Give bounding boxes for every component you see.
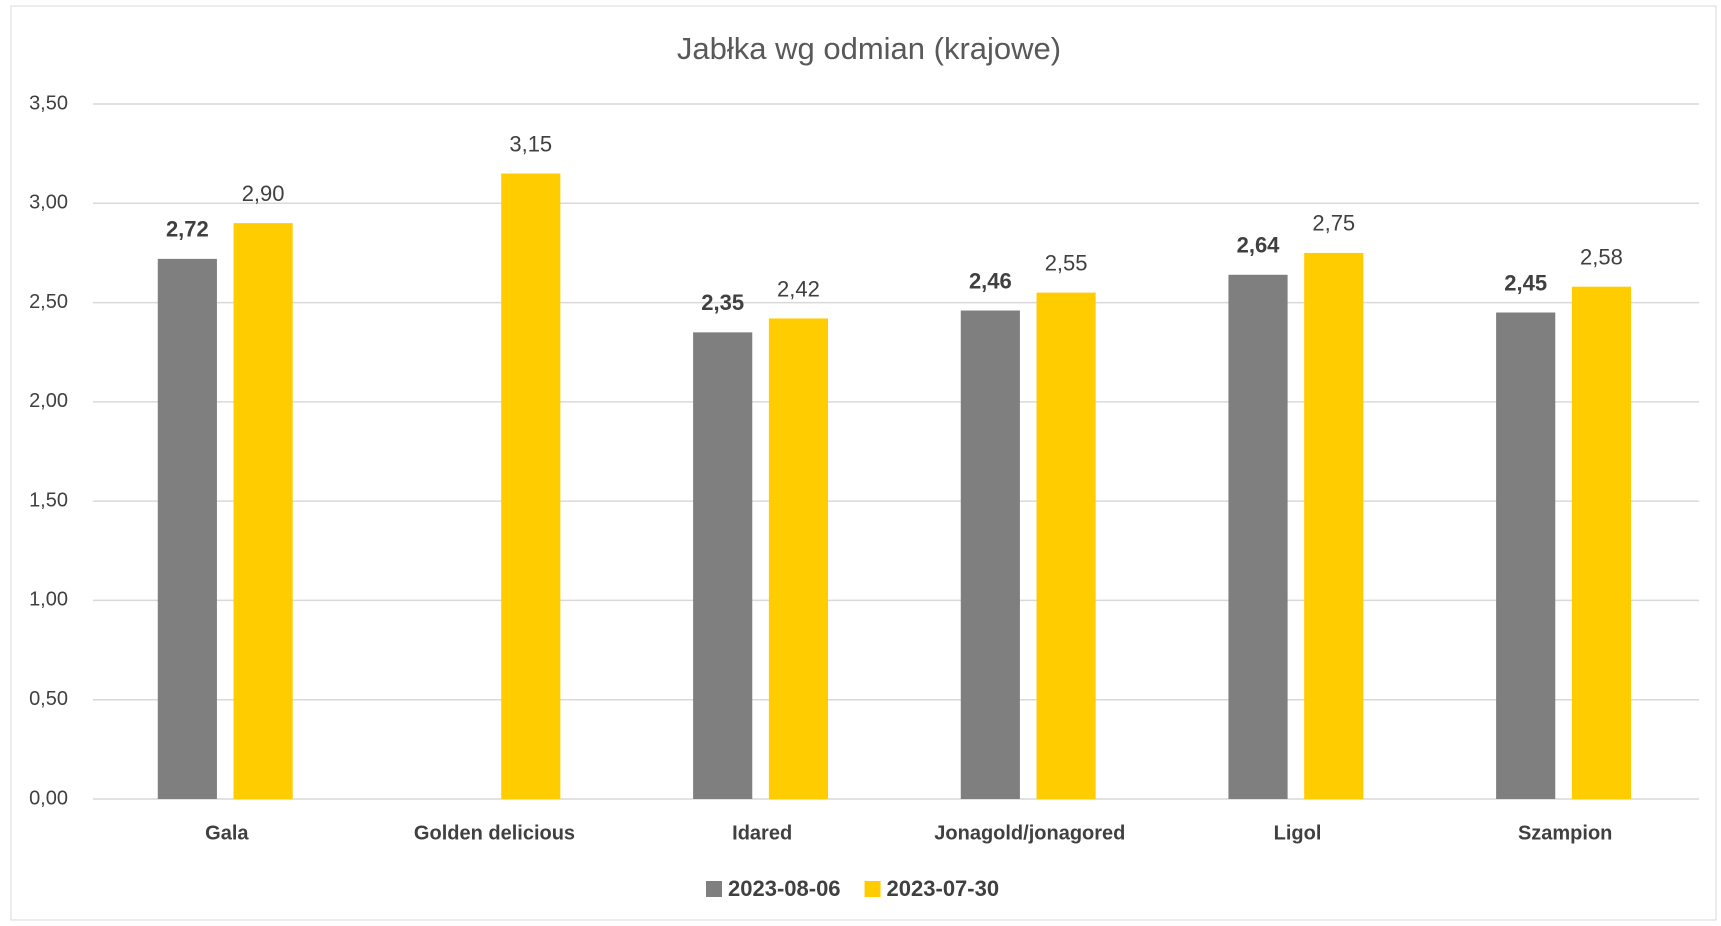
y-tick-label: 2,00 xyxy=(29,390,68,412)
data-label: 2,55 xyxy=(1045,250,1088,275)
legend-swatch[interactable] xyxy=(706,881,722,897)
x-tick-label: Gala xyxy=(205,822,249,844)
data-label: 2,46 xyxy=(969,268,1012,293)
data-label: 2,75 xyxy=(1312,211,1355,236)
data-label: 2,42 xyxy=(777,276,820,301)
bar xyxy=(768,318,829,799)
bar xyxy=(1304,252,1364,799)
y-tick-label: 0,00 xyxy=(29,787,68,809)
legend-swatch[interactable] xyxy=(864,881,881,897)
x-tick-label: Golden delicious xyxy=(414,822,575,844)
data-label: 2,45 xyxy=(1504,270,1547,295)
y-tick-label: 2,50 xyxy=(29,291,68,313)
y-tick-label: 3,00 xyxy=(29,192,68,214)
bar xyxy=(1228,274,1288,799)
x-tick-label: Jonagold/jonagored xyxy=(934,822,1125,844)
y-tick-label: 1,00 xyxy=(29,589,68,611)
chart-title: Jabłka wg odmian (krajowe) xyxy=(677,31,1061,66)
y-tick-label: 0,50 xyxy=(29,688,68,710)
x-tick-label: Idared xyxy=(732,822,792,844)
legend-label[interactable]: 2023-07-30 xyxy=(887,876,1000,901)
data-label: 2,58 xyxy=(1580,244,1623,269)
bar xyxy=(501,173,561,799)
bar xyxy=(1496,312,1556,799)
bar xyxy=(1036,292,1096,799)
y-tick-label: 1,50 xyxy=(29,489,68,511)
bar xyxy=(1571,286,1632,800)
bar xyxy=(693,332,753,799)
data-label: 2,90 xyxy=(242,181,285,206)
x-tick-label: Ligol xyxy=(1274,822,1322,844)
data-label: 2,64 xyxy=(1237,233,1281,258)
data-label: 2,35 xyxy=(701,290,744,315)
x-tick-label: Szampion xyxy=(1518,822,1612,844)
y-tick-label: 3,50 xyxy=(29,92,68,114)
data-label: 3,15 xyxy=(509,131,552,156)
legend-label[interactable]: 2023-08-06 xyxy=(728,876,841,901)
bar xyxy=(157,258,217,799)
bar xyxy=(960,310,1020,799)
chart-frame xyxy=(10,5,1717,921)
data-label: 2,72 xyxy=(166,217,209,242)
bar xyxy=(233,223,293,800)
